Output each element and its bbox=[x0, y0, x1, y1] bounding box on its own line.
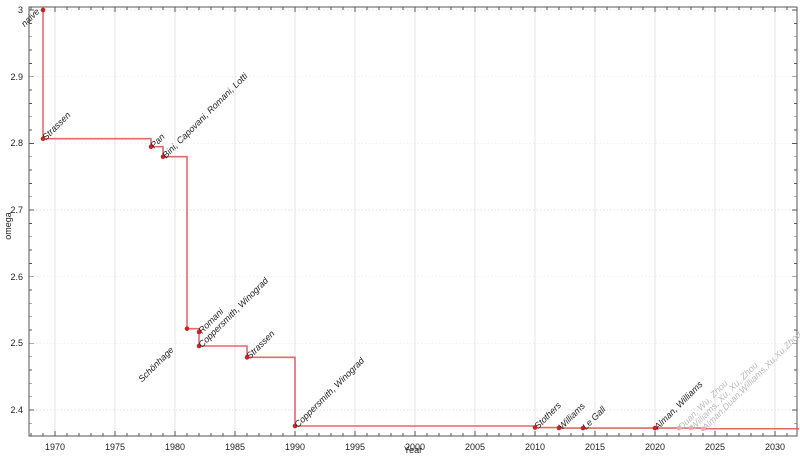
svg-text:Williams, Xu, Xu, Zhou: Williams, Xu, Xu, Zhou bbox=[688, 360, 759, 431]
svg-text:Coppersmith, Winograd: Coppersmith, Winograd bbox=[292, 355, 367, 430]
svg-text:Strassen: Strassen bbox=[244, 329, 276, 361]
svg-text:Schönhage: Schönhage bbox=[136, 345, 175, 384]
svg-text:Strassen: Strassen bbox=[40, 110, 72, 142]
svg-text:Bini, Capovani, Romani, Lotti: Bini, Capovani, Romani, Lotti bbox=[160, 70, 250, 160]
